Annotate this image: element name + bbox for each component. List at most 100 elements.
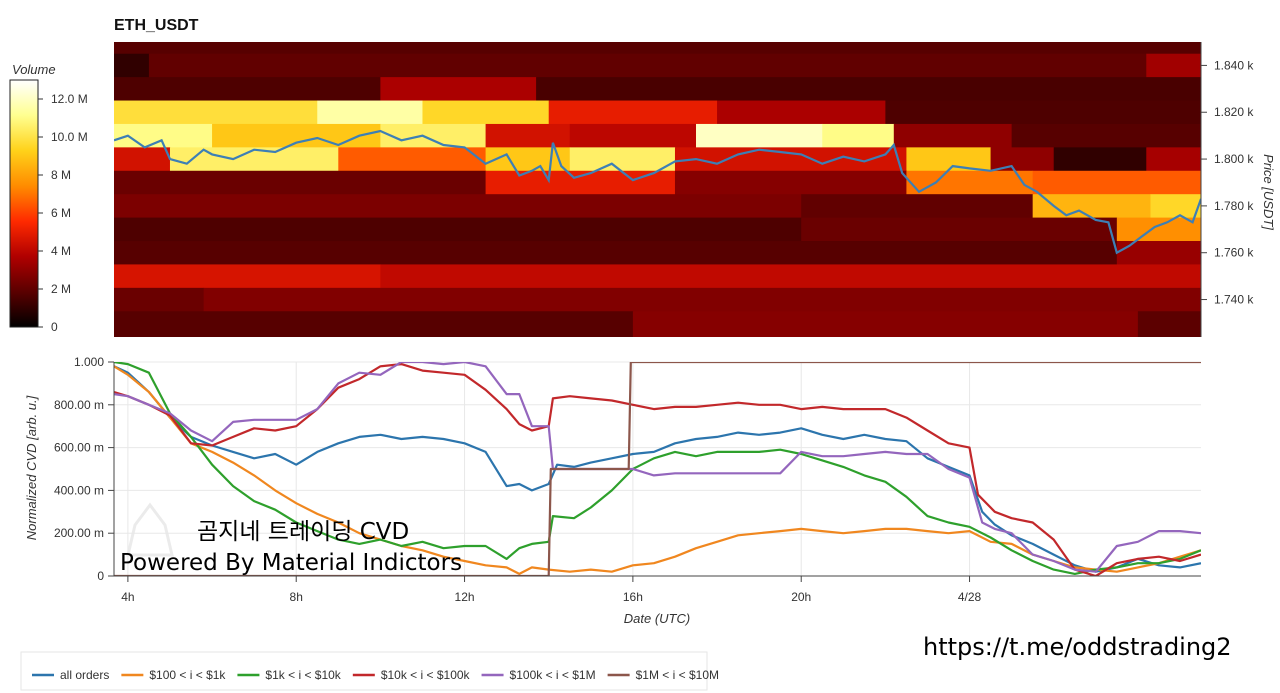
- heatmap-cell: [1032, 194, 1152, 219]
- legend-label: all orders: [60, 668, 109, 682]
- heatmap-cell: [1011, 123, 1201, 148]
- heatmap-cell: [990, 147, 1055, 172]
- heatmap-cell: [114, 53, 150, 78]
- cvd-x-tick-label: 8h: [290, 590, 303, 604]
- colorbar: Volume 0 2 M 4 M 6 M 8 M 10.0 M 12.0 M: [9, 62, 88, 334]
- heatmap-cell: [906, 170, 1034, 195]
- cvd-y-ticks: 0 200.00 m 400.00 m 600.00 m 800.00 m 1.000: [54, 355, 114, 583]
- cvd-panel: 0 200.00 m 400.00 m 600.00 m 800.00 m 1.000 4…: [24, 355, 1201, 626]
- price-line: [114, 129, 1201, 255]
- heatmap-cell: [1146, 53, 1201, 78]
- heatmap-y-ticks: 1.740 k 1.760 k 1.780 k 1.800 k 1.820 k 1.840…: [1201, 58, 1254, 307]
- heatmap-cell: [906, 147, 992, 172]
- heatmap-cell: [801, 194, 1034, 219]
- colorbar-tick-label: 8 M: [51, 168, 71, 182]
- heatmap-cell: [569, 123, 697, 148]
- heatmap-cell: [822, 123, 895, 148]
- legend-items: all orders $100 < i < $1k $1k < i < $10k $1…: [32, 668, 719, 682]
- legend-item[interactable]: $100k < i < $1M: [481, 668, 596, 682]
- colorbar-label: Volume: [12, 62, 56, 77]
- legend-item[interactable]: $1M < i < $10M: [607, 668, 719, 682]
- cvd-y-tick-label: 600.00 m: [54, 441, 104, 455]
- legend: all orders $100 < i < $1k $1k < i < $10k $1…: [20, 651, 719, 691]
- colorbar-tick-label: 12.0 M: [51, 92, 88, 106]
- cvd-series-line-3: [114, 363, 1201, 576]
- heatmap-cell: [548, 100, 718, 125]
- heatmap-y-tick-label: 1.820 k: [1214, 105, 1254, 119]
- colorbar-tick-label: 2 M: [51, 282, 71, 296]
- cvd-x-tick-label: 4/28: [958, 590, 982, 604]
- legend-item[interactable]: $10k < i < $100k: [352, 668, 471, 682]
- heatmap-cell: [485, 147, 571, 172]
- heatmap-cell: [893, 123, 1013, 148]
- heatmap-cell: [1150, 194, 1201, 219]
- heatmap-cell: [317, 100, 423, 125]
- colorbar-tick-label: 4 M: [51, 244, 71, 258]
- legend-item[interactable]: $100 < i < $1k: [121, 668, 226, 682]
- heatmap-cell: [114, 217, 802, 242]
- heatmap-cell: [1053, 147, 1147, 172]
- legend-label: $1k < i < $10k: [265, 668, 341, 682]
- cvd-y-tick-label: 800.00 m: [54, 398, 104, 412]
- heatmap-cell: [801, 217, 1118, 242]
- heatmap-cell: [114, 264, 381, 289]
- legend-item[interactable]: all orders: [32, 668, 109, 682]
- cvd-series-line-1: [114, 365, 1201, 575]
- heatmap-cell: [114, 287, 205, 312]
- heatmap-cell: [114, 194, 802, 219]
- legend-item[interactable]: $1k < i < $10k: [237, 668, 342, 682]
- legend-label: $10k < i < $100k: [381, 668, 471, 682]
- heatmap-cell: [114, 42, 1201, 55]
- legend-label: $100 < i < $1k: [149, 668, 226, 682]
- legend-label: $1M < i < $10M: [636, 668, 719, 682]
- cvd-x-tick-label: 4h: [121, 590, 134, 604]
- heatmap-cell: [380, 77, 537, 102]
- cvd-x-label: Date (UTC): [624, 611, 690, 626]
- heatmap-cell: [380, 123, 487, 148]
- heatmap-y-tick-label: 1.760 k: [1214, 246, 1254, 260]
- cvd-y-tick-label: 1.000: [74, 355, 104, 369]
- heatmap-cell: [203, 287, 1201, 312]
- heatmap-cell: [696, 123, 823, 148]
- heatmap-cell: [717, 100, 886, 125]
- cvd-x-ticks: 4h 8h 12h 16h 20h 4/28: [121, 576, 982, 604]
- heatmap-cell: [169, 147, 339, 172]
- heatmap-cell: [114, 100, 318, 125]
- heatmap-y-tick-label: 1.800 k: [1214, 152, 1254, 166]
- legend-label: $100k < i < $1M: [510, 668, 596, 682]
- heatmap-cell: [114, 170, 487, 195]
- heatmap-cell: [422, 100, 550, 125]
- heatmap-cell: [569, 147, 676, 172]
- powered-by-text: Powered By Material Indictors: [120, 550, 462, 576]
- heatmap-cell: [485, 123, 571, 148]
- cvd-series-line-5: [114, 362, 1201, 576]
- heatmap-cell: [1116, 241, 1201, 265]
- heatmap-cell: [1032, 170, 1201, 195]
- heatmap-cell: [674, 170, 907, 195]
- heatmap-cell: [536, 77, 1201, 102]
- cvd-x-tick-label: 12h: [455, 590, 475, 604]
- heatmap-cell: [114, 241, 1118, 265]
- cvd-series-line-4: [114, 362, 1201, 573]
- heatmap-cells: [114, 42, 1201, 337]
- heatmap-cell: [114, 147, 171, 172]
- cvd-x-tick-label: 16h: [623, 590, 643, 604]
- cvd-y-tick-label: 400.00 m: [54, 483, 104, 497]
- heatmap-y-tick-label: 1.740 k: [1214, 293, 1254, 307]
- heatmap-cell: [885, 100, 1201, 125]
- heatmap-panel: 1.740 k 1.760 k 1.780 k 1.800 k 1.820 k 1.840…: [114, 42, 1276, 337]
- colorbar-tick-label: 6 M: [51, 206, 71, 220]
- colorbar-tick-label: 10.0 M: [51, 130, 88, 144]
- telegram-url[interactable]: https://t.me/oddstrading2: [923, 633, 1232, 661]
- cvd-y-tick-label: 0: [97, 569, 104, 583]
- cvd-y-tick-label: 200.00 m: [54, 526, 104, 540]
- colorbar-ticks: 0 2 M 4 M 6 M 8 M 10.0 M 12.0 M: [38, 92, 88, 334]
- cvd-series: [114, 362, 1201, 576]
- colorbar-gradient: [9, 79, 39, 328]
- heatmap-cell: [148, 53, 1147, 78]
- heatmap-y-tick-label: 1.840 k: [1214, 58, 1254, 72]
- cvd-y-label: Normalized CVD [arb. u.]: [24, 395, 39, 540]
- colorbar-tick-label: 0: [51, 320, 58, 334]
- heatmap-y-label: Price [USDT]: [1261, 154, 1276, 230]
